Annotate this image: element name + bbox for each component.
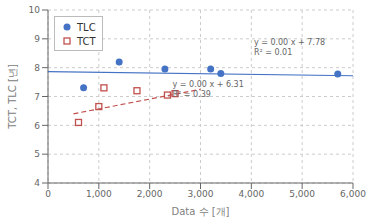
html-text:TCT: TCT (77, 35, 96, 46)
svg-text:6: 6 (34, 121, 40, 131)
svg-text:2,000: 2,000 (137, 189, 163, 199)
html-text:TLC: TLC (77, 21, 96, 33)
svg-text:y = 0.00 x + 6.31R² = 0.39: y = 0.00 x + 6.31R² = 0.39 (173, 80, 244, 99)
svg-text:0: 0 (45, 189, 51, 199)
svg-text:10: 10 (29, 5, 41, 15)
svg-text:1,000: 1,000 (86, 189, 112, 199)
svg-text:8: 8 (34, 63, 40, 73)
svg-text:4: 4 (34, 178, 40, 188)
svg-text:6,000: 6,000 (340, 189, 361, 199)
svg-text:3,000: 3,000 (188, 189, 214, 199)
svg-text:Data 수 [개]: Data 수 [개] (171, 206, 229, 217)
svg-text:4,000: 4,000 (238, 189, 264, 199)
svg-text:5,000: 5,000 (289, 189, 315, 199)
svg-text:5: 5 (34, 149, 40, 159)
svg-text:9: 9 (34, 34, 40, 44)
svg-text:TCT, TLC [년]: TCT, TLC [년] (8, 64, 18, 130)
svg-text:7: 7 (34, 92, 40, 102)
svg-text:y = 0.00 x + 7.78R² = 0.01: y = 0.00 x + 7.78R² = 0.01 (254, 38, 325, 57)
